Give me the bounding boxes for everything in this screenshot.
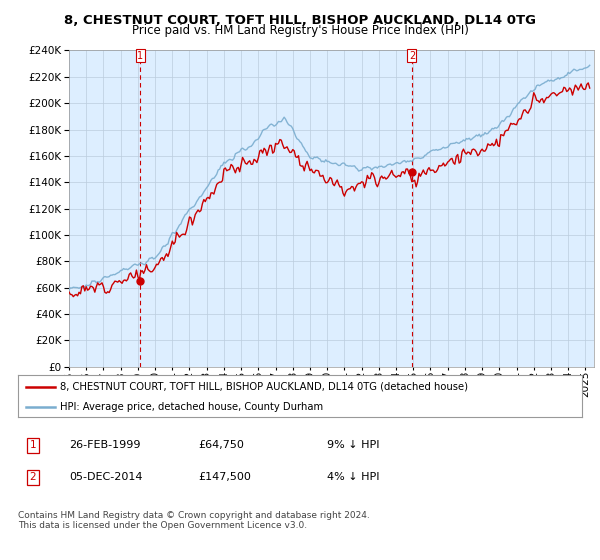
Text: Price paid vs. HM Land Registry's House Price Index (HPI): Price paid vs. HM Land Registry's House … bbox=[131, 24, 469, 37]
Text: 1: 1 bbox=[29, 440, 37, 450]
Text: Contains HM Land Registry data © Crown copyright and database right 2024.
This d: Contains HM Land Registry data © Crown c… bbox=[18, 511, 370, 530]
Text: 1: 1 bbox=[137, 50, 143, 60]
Text: 2: 2 bbox=[29, 472, 37, 482]
Text: 26-FEB-1999: 26-FEB-1999 bbox=[69, 440, 140, 450]
Text: 8, CHESTNUT COURT, TOFT HILL, BISHOP AUCKLAND, DL14 0TG (detached house): 8, CHESTNUT COURT, TOFT HILL, BISHOP AUC… bbox=[60, 381, 469, 391]
Text: 8, CHESTNUT COURT, TOFT HILL, BISHOP AUCKLAND, DL14 0TG: 8, CHESTNUT COURT, TOFT HILL, BISHOP AUC… bbox=[64, 14, 536, 27]
Text: 05-DEC-2014: 05-DEC-2014 bbox=[69, 472, 143, 482]
Text: HPI: Average price, detached house, County Durham: HPI: Average price, detached house, Coun… bbox=[60, 402, 323, 412]
Text: 4% ↓ HPI: 4% ↓ HPI bbox=[327, 472, 380, 482]
Text: £64,750: £64,750 bbox=[198, 440, 244, 450]
Text: 2: 2 bbox=[409, 50, 415, 60]
Text: 9% ↓ HPI: 9% ↓ HPI bbox=[327, 440, 380, 450]
Text: £147,500: £147,500 bbox=[198, 472, 251, 482]
